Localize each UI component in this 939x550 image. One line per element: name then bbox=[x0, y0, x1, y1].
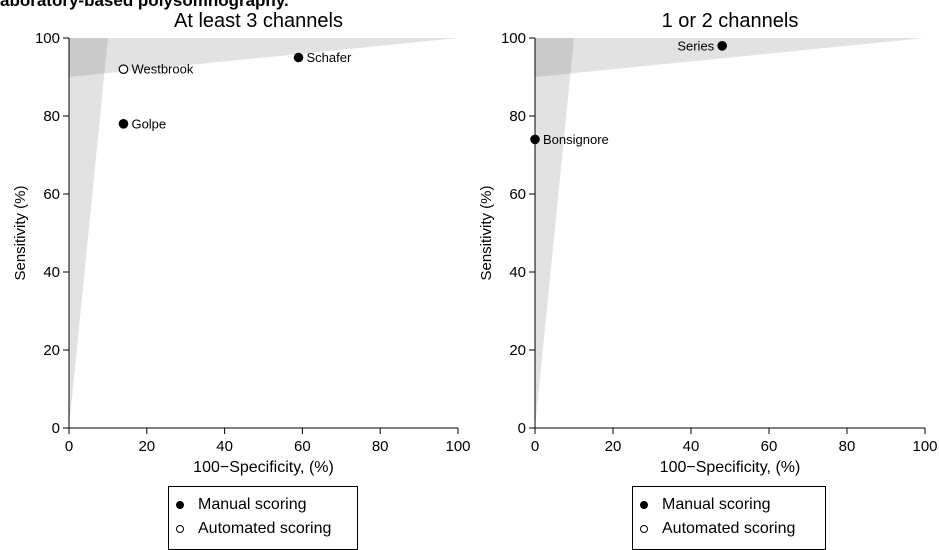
shaded-region bbox=[69, 38, 458, 77]
x-axis-label: 100−Specificity, (%) bbox=[193, 459, 334, 476]
data-label-bonsignore: Bonsignore bbox=[543, 132, 609, 147]
y-tick-label: 40 bbox=[509, 264, 526, 281]
open-circle-icon bbox=[176, 525, 184, 533]
legend-label: Manual scoring bbox=[662, 496, 771, 513]
figure-title: aboratory-based polysomnography. bbox=[0, 0, 289, 10]
data-label-schafer: Schafer bbox=[307, 50, 352, 65]
y-tick-label: 20 bbox=[509, 342, 526, 359]
shaded-region bbox=[69, 38, 108, 428]
y-tick-label: 80 bbox=[43, 108, 60, 125]
panel-title: 1 or 2 channels bbox=[662, 10, 799, 32]
y-tick-label: 20 bbox=[43, 342, 60, 359]
y-tick-label: 0 bbox=[518, 420, 526, 437]
shaded-region bbox=[535, 38, 925, 77]
x-tick-label: 60 bbox=[761, 438, 778, 455]
chart-panel-1: 0 20 40 60 80 100 0 20 40 60 80 100 At least 3 chann… bbox=[12, 10, 471, 476]
data-label-golpe: Golpe bbox=[131, 116, 166, 131]
y-tick-label: 0 bbox=[52, 420, 60, 437]
x-tick-label: 20 bbox=[138, 438, 155, 455]
shaded-region bbox=[535, 38, 574, 428]
filled-circle-icon bbox=[176, 501, 184, 509]
x-tick-label: 0 bbox=[531, 438, 539, 455]
legend-label: Automated scoring bbox=[198, 520, 332, 537]
open-circle-icon bbox=[640, 525, 648, 533]
x-tick-label: 0 bbox=[65, 438, 73, 455]
x-tick-label: 80 bbox=[372, 438, 389, 455]
data-label-series: Series bbox=[677, 38, 714, 53]
x-tick-label: 40 bbox=[216, 438, 233, 455]
y-tick-label: 60 bbox=[43, 186, 60, 203]
legend: Manual scoring Automated scoring bbox=[632, 486, 826, 550]
x-tick-label: 40 bbox=[683, 438, 700, 455]
data-point-schafer bbox=[293, 52, 304, 63]
y-tick-label: 60 bbox=[509, 186, 526, 203]
y-axis-label: Sensitivity (%) bbox=[478, 185, 495, 280]
y-tick-label: 40 bbox=[43, 264, 60, 281]
panel-title: At least 3 channels bbox=[174, 10, 343, 32]
data-point-westbrook bbox=[118, 64, 129, 74]
legend: Manual scoring Automated scoring bbox=[168, 486, 358, 550]
x-tick-label: 20 bbox=[605, 438, 622, 455]
data-label-westbrook: Westbrook bbox=[131, 62, 193, 77]
y-tick-label: 100 bbox=[501, 30, 526, 47]
chart-panel-2: 0 20 40 60 80 100 0 20 40 60 80 100 1 or 2 channels 1… bbox=[478, 10, 938, 476]
data-point-bonsignore bbox=[530, 134, 540, 145]
data-point-golpe bbox=[118, 119, 129, 129]
data-point-series bbox=[717, 40, 727, 51]
x-tick-label: 100 bbox=[445, 438, 470, 455]
y-tick-label: 100 bbox=[35, 30, 60, 47]
legend-label: Manual scoring bbox=[198, 496, 307, 513]
y-tick-label: 80 bbox=[509, 108, 526, 125]
x-tick-label: 60 bbox=[294, 438, 311, 455]
x-tick-label: 100 bbox=[912, 438, 937, 455]
x-tick-label: 80 bbox=[839, 438, 856, 455]
x-axis-label: 100−Specificity, (%) bbox=[660, 459, 801, 476]
y-axis-label: Sensitivity (%) bbox=[12, 185, 29, 280]
legend-label: Automated scoring bbox=[662, 520, 796, 537]
filled-circle-icon bbox=[640, 501, 648, 509]
